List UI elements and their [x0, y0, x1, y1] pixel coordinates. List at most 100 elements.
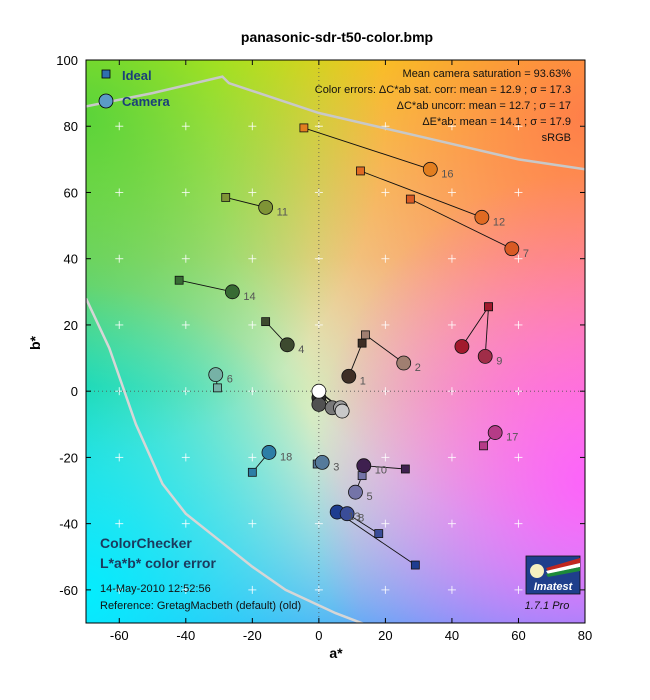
chart-subtitle: L*a*b* color error	[100, 555, 216, 571]
patch-label-7: 7	[523, 248, 529, 260]
chart-date: 14-May-2010 12:52:56	[100, 583, 211, 595]
chart-reference: Reference: GretagMacbeth (default) (old)	[100, 600, 301, 612]
x-axis: -60 -40 -20 0 20 40 60 80	[110, 60, 592, 643]
error-line-14	[179, 279, 233, 293]
ab-color-background	[86, 60, 585, 623]
legend: Ideal Camera	[98, 68, 170, 109]
error-line-2	[365, 334, 404, 364]
patch-label-11: 11	[277, 206, 288, 218]
stats-dc-sat-corr: Color errors: ΔC*ab sat. corr: mean = 12…	[315, 84, 571, 96]
y-axis-label: b*	[27, 335, 43, 350]
gamut-boundary	[86, 75, 585, 623]
chart-title: panasonic-sdr-t50-color.bmp	[241, 29, 433, 45]
error-line-13	[336, 511, 416, 566]
error-line-7	[410, 198, 513, 250]
camera-point-15	[454, 339, 470, 354]
error-line-9	[484, 306, 489, 357]
legend-camera-marker	[98, 93, 114, 109]
camera-point-3	[314, 454, 330, 470]
ideal-point-14	[174, 275, 184, 285]
y-tick-label: 40	[64, 252, 78, 267]
ideal-point-12	[356, 166, 365, 176]
plot-frame	[85, 59, 586, 624]
chart-info: ColorChecker L*a*b* color error 14-May-2…	[100, 535, 301, 612]
error-line-12	[360, 170, 483, 218]
ideal-point-7	[405, 194, 415, 204]
srgb-gamut-top	[86, 75, 585, 171]
logo-sun-icon	[530, 564, 544, 578]
stats-saturation: Mean camera saturation = 93.63%	[403, 68, 572, 80]
stats-de: ΔE*ab: mean = 14.1 ; σ = 17.9	[422, 116, 571, 128]
patch-label-3: 3	[333, 461, 339, 473]
y-axis: -60 -40 -20 0 20 40 60 80 100	[56, 53, 585, 598]
camera-point-20	[334, 403, 350, 419]
imatest-logo: Imatest 1.7.1 Pro	[525, 555, 581, 612]
error-line-16	[303, 127, 431, 170]
logo-text: Imatest	[534, 581, 574, 593]
y-tick-label: 20	[64, 318, 78, 333]
camera-point-4	[279, 337, 295, 353]
ideal-point-1	[357, 338, 367, 348]
ideal-point-2	[361, 330, 370, 340]
ideal-point-4	[261, 317, 271, 327]
srgb-gamut-left	[86, 297, 365, 623]
patch-label-12: 12	[493, 216, 505, 228]
logo-version: 1.7.1 Pro	[525, 600, 570, 612]
y-tick-label: 0	[71, 384, 78, 399]
patch-label-4: 4	[298, 344, 304, 356]
x-axis-label: a*	[329, 645, 343, 661]
camera-point-10	[356, 458, 372, 474]
legend-ideal-marker	[101, 69, 111, 79]
camera-point-17	[487, 425, 503, 440]
stats-box: Mean camera saturation = 93.63% Color er…	[315, 68, 571, 144]
patch-label-10: 10	[375, 465, 387, 477]
patch-label-6: 6	[227, 374, 233, 386]
y-tick-label: 80	[64, 119, 78, 134]
camera-point-7	[504, 241, 520, 257]
y-tick-label: 60	[64, 185, 78, 200]
ideal-point-10	[400, 464, 410, 474]
ideal-point-17	[479, 441, 488, 451]
camera-point-9	[477, 349, 493, 364]
ideal-point-15	[484, 302, 493, 312]
ideal-point-16	[299, 123, 309, 133]
x-tick-label: 40	[445, 628, 459, 643]
camera-point-2	[396, 355, 412, 371]
patch-label-1: 1	[360, 375, 366, 387]
x-tick-label: -20	[243, 628, 262, 643]
ideal-point-8	[374, 529, 384, 538]
y-tick-label: -40	[59, 517, 78, 532]
patch-label-9: 9	[496, 355, 502, 367]
patch-label-8: 8	[358, 513, 364, 525]
x-tick-label: 60	[511, 628, 525, 643]
camera-point-16	[422, 161, 438, 177]
camera-point-23	[311, 397, 327, 412]
y-tick-label: 100	[56, 53, 78, 68]
x-tick-label: -60	[110, 628, 129, 643]
camera-point-5	[348, 484, 363, 500]
camera-point-12	[474, 209, 490, 225]
stats-dc-uncorr: ΔC*ab uncorr: mean = 12.7 ; σ = 17	[397, 100, 571, 112]
error-line-15	[461, 306, 489, 347]
x-tick-label: 0	[315, 628, 322, 643]
ideal-point-18	[247, 467, 257, 477]
patch-label-18: 18	[280, 451, 292, 463]
ideal-point-11	[221, 193, 231, 202]
chart-name: ColorChecker	[100, 535, 192, 551]
legend-ideal-label: Ideal	[122, 68, 152, 83]
camera-point-6	[208, 367, 224, 383]
ideal-point-6	[213, 383, 222, 393]
camera-point-14	[224, 284, 240, 300]
x-tick-label: 20	[378, 628, 392, 643]
x-tick-label: -40	[176, 628, 195, 643]
legend-camera-label: Camera	[122, 94, 170, 109]
patch-label-16: 16	[441, 168, 453, 180]
x-tick-label: 80	[578, 628, 592, 643]
patch-label-17: 17	[506, 432, 518, 444]
camera-point-19	[311, 383, 327, 399]
camera-point-11	[258, 199, 274, 215]
patch-label-2: 2	[415, 362, 421, 374]
y-tick-label: -60	[59, 583, 78, 598]
